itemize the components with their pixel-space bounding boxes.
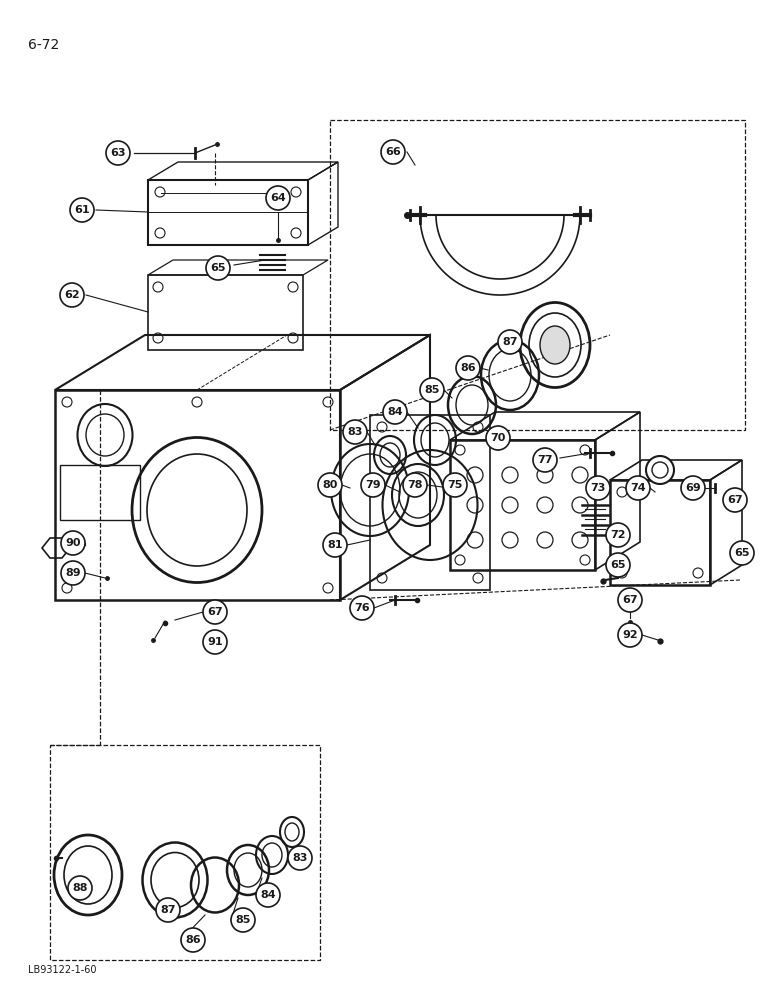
Text: 87: 87 <box>160 905 176 915</box>
Circle shape <box>266 186 290 210</box>
Circle shape <box>61 531 85 555</box>
Text: 67: 67 <box>727 495 743 505</box>
Text: 80: 80 <box>322 480 338 490</box>
Circle shape <box>288 846 312 870</box>
Circle shape <box>60 283 84 307</box>
Circle shape <box>343 420 367 444</box>
Text: 67: 67 <box>622 595 638 605</box>
Text: 83: 83 <box>292 853 307 863</box>
Text: 62: 62 <box>64 290 80 300</box>
Text: 83: 83 <box>347 427 363 437</box>
Circle shape <box>203 600 227 624</box>
Circle shape <box>203 630 227 654</box>
Circle shape <box>156 898 180 922</box>
Text: 76: 76 <box>354 603 370 613</box>
Text: 79: 79 <box>365 480 381 490</box>
Text: 78: 78 <box>407 480 423 490</box>
Text: 69: 69 <box>685 483 701 493</box>
Circle shape <box>443 473 467 497</box>
Circle shape <box>181 928 205 952</box>
Circle shape <box>456 356 480 380</box>
Text: 75: 75 <box>447 480 463 490</box>
Circle shape <box>486 426 510 450</box>
Circle shape <box>681 476 705 500</box>
Text: 85: 85 <box>424 385 440 395</box>
Text: 65: 65 <box>211 263 225 273</box>
Text: 67: 67 <box>207 607 223 617</box>
Circle shape <box>323 533 347 557</box>
Circle shape <box>730 541 754 565</box>
Text: 88: 88 <box>73 883 87 893</box>
Text: 72: 72 <box>610 530 626 540</box>
Circle shape <box>361 473 385 497</box>
Text: 84: 84 <box>261 890 276 900</box>
Ellipse shape <box>540 326 570 364</box>
Circle shape <box>420 378 444 402</box>
Circle shape <box>106 141 130 165</box>
Circle shape <box>318 473 342 497</box>
Circle shape <box>618 623 642 647</box>
Circle shape <box>231 908 255 932</box>
Text: 85: 85 <box>236 915 250 925</box>
Circle shape <box>606 553 630 577</box>
Text: 66: 66 <box>385 147 401 157</box>
Circle shape <box>618 588 642 612</box>
Circle shape <box>723 488 747 512</box>
Text: 74: 74 <box>630 483 646 493</box>
Circle shape <box>70 198 94 222</box>
Circle shape <box>586 476 610 500</box>
Text: 63: 63 <box>110 148 126 158</box>
Circle shape <box>68 876 92 900</box>
Text: 61: 61 <box>74 205 90 215</box>
Text: 89: 89 <box>66 568 81 578</box>
Text: 91: 91 <box>207 637 223 647</box>
Text: 6-72: 6-72 <box>28 38 59 52</box>
Circle shape <box>606 523 630 547</box>
Text: 65: 65 <box>734 548 750 558</box>
Text: 90: 90 <box>66 538 81 548</box>
Text: 81: 81 <box>328 540 342 550</box>
Text: 92: 92 <box>622 630 638 640</box>
Circle shape <box>381 140 405 164</box>
Circle shape <box>206 256 230 280</box>
Circle shape <box>403 473 427 497</box>
Text: 86: 86 <box>460 363 476 373</box>
Text: 70: 70 <box>491 433 505 443</box>
Text: 87: 87 <box>502 337 518 347</box>
Circle shape <box>498 330 522 354</box>
Text: LB93122-1-60: LB93122-1-60 <box>28 965 97 975</box>
Text: 73: 73 <box>590 483 606 493</box>
Circle shape <box>383 400 407 424</box>
Text: 77: 77 <box>537 455 553 465</box>
Text: 86: 86 <box>185 935 200 945</box>
Circle shape <box>626 476 650 500</box>
Circle shape <box>646 456 674 484</box>
Text: 84: 84 <box>387 407 402 417</box>
Circle shape <box>256 883 280 907</box>
Circle shape <box>350 596 374 620</box>
Text: 64: 64 <box>270 193 286 203</box>
Circle shape <box>533 448 557 472</box>
Circle shape <box>61 561 85 585</box>
Text: 65: 65 <box>610 560 626 570</box>
